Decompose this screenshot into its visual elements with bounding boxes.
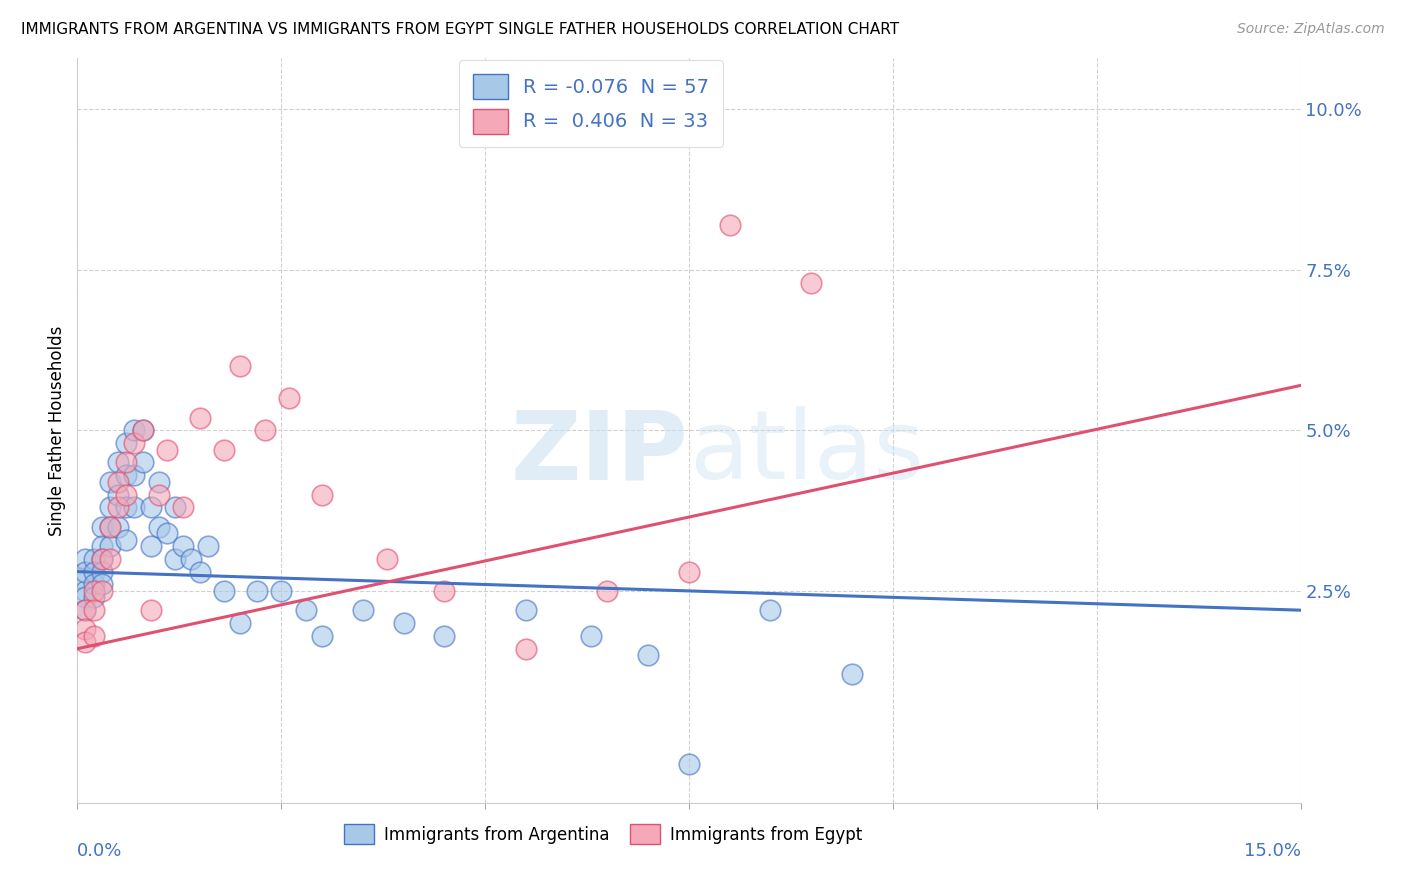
Point (188, 410, 211, 425)
Point (197, 539, 219, 553)
Point (800, 276, 823, 290)
Point (90, 583, 112, 598)
Point (172, 500, 194, 515)
Point (75, 591, 97, 605)
Point (75, 565, 97, 579)
Point (596, 583, 619, 598)
Point (515, 641, 537, 656)
Point (294, 603, 316, 617)
Point (90, 577, 112, 591)
Point (98, 551, 121, 566)
Point (637, 648, 659, 662)
Point (156, 526, 179, 541)
Point (70, 571, 93, 585)
Point (165, 551, 187, 566)
Point (115, 468, 138, 483)
Point (83, 565, 105, 579)
Point (107, 475, 129, 489)
Point (131, 455, 153, 469)
Point (165, 500, 187, 515)
Point (131, 423, 153, 437)
Point (718, 218, 741, 232)
Text: ZIP: ZIP (510, 406, 689, 500)
Point (115, 455, 138, 469)
Point (188, 565, 211, 579)
Point (107, 519, 129, 533)
Text: 15.0%: 15.0% (1243, 842, 1301, 860)
Point (148, 487, 170, 501)
Point (375, 551, 398, 566)
Point (90, 551, 112, 566)
Point (311, 487, 333, 501)
Point (156, 442, 179, 457)
Point (180, 551, 202, 566)
Point (98, 539, 121, 553)
Point (90, 551, 112, 566)
Point (90, 565, 112, 579)
Point (229, 359, 252, 374)
Point (124, 468, 146, 483)
Point (90, 519, 112, 533)
Point (75, 603, 97, 617)
Point (124, 423, 146, 437)
Point (392, 615, 415, 630)
Point (83, 583, 105, 598)
Point (75, 603, 97, 617)
Point (148, 519, 170, 533)
Point (115, 500, 138, 515)
Point (107, 487, 129, 501)
Point (212, 442, 235, 457)
Point (83, 629, 105, 643)
Legend: Immigrants from Argentina, Immigrants from Egypt: Immigrants from Argentina, Immigrants fr… (337, 818, 869, 850)
Point (246, 583, 269, 598)
Point (139, 500, 162, 515)
Point (515, 603, 537, 617)
Point (115, 436, 138, 450)
Text: atlas: atlas (689, 406, 924, 500)
Point (83, 577, 105, 591)
Point (579, 629, 602, 643)
Point (115, 487, 138, 501)
Point (131, 423, 153, 437)
Text: 0.0%: 0.0% (77, 842, 122, 860)
Point (115, 533, 138, 547)
Point (90, 539, 112, 553)
Point (229, 615, 252, 630)
Point (678, 565, 700, 579)
Point (678, 757, 700, 772)
Point (98, 475, 121, 489)
Point (98, 500, 121, 515)
Point (75, 551, 97, 566)
Point (124, 500, 146, 515)
Point (433, 583, 456, 598)
Point (841, 667, 863, 681)
Point (98, 519, 121, 533)
Point (139, 539, 162, 553)
Point (253, 423, 276, 437)
Y-axis label: Single Father Households: Single Father Households (48, 326, 66, 535)
Point (433, 629, 456, 643)
Point (83, 591, 105, 605)
Point (759, 603, 782, 617)
Point (148, 475, 170, 489)
Point (75, 635, 97, 649)
Point (172, 539, 194, 553)
Point (75, 623, 97, 637)
Point (311, 629, 333, 643)
Point (107, 500, 129, 515)
Text: IMMIGRANTS FROM ARGENTINA VS IMMIGRANTS FROM EGYPT SINGLE FATHER HOUSEHOLDS CORR: IMMIGRANTS FROM ARGENTINA VS IMMIGRANTS … (21, 22, 900, 37)
Point (139, 603, 162, 617)
Point (352, 603, 374, 617)
Point (278, 392, 301, 406)
Point (270, 583, 292, 598)
Text: Source: ZipAtlas.com: Source: ZipAtlas.com (1237, 22, 1385, 37)
Point (98, 519, 121, 533)
Point (212, 583, 235, 598)
Point (107, 455, 129, 469)
Point (83, 551, 105, 566)
Point (75, 583, 97, 598)
Point (83, 603, 105, 617)
Point (124, 436, 146, 450)
